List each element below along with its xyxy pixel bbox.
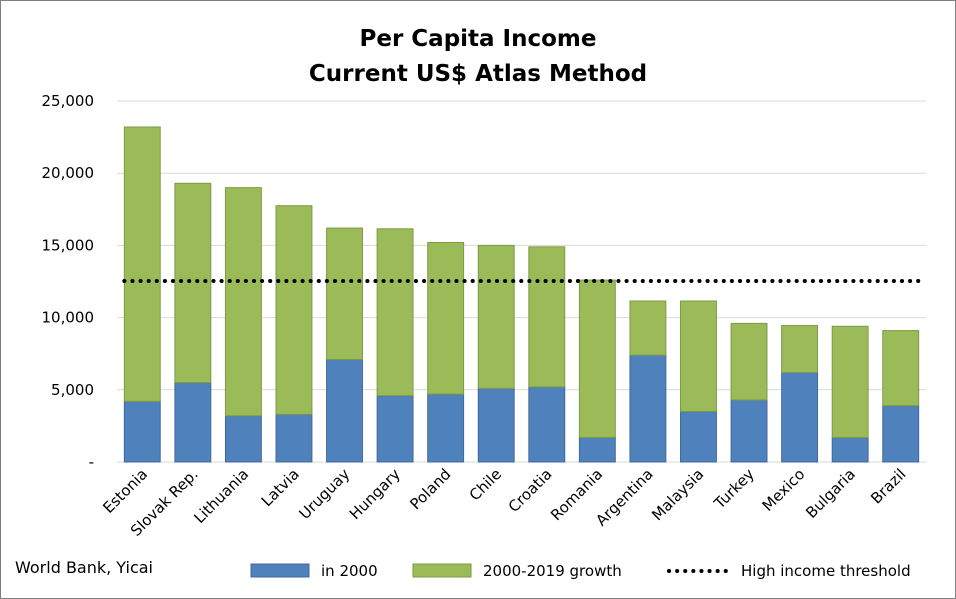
- chart-subtitle: Current US$ Atlas Method: [309, 61, 647, 87]
- y-tick-label: 5,000: [51, 381, 94, 399]
- bar-in-2000: [224, 415, 262, 463]
- bar-in-2000: [427, 393, 465, 463]
- bar-growth: [831, 325, 869, 438]
- x-tick-label: Brazil: [867, 465, 909, 507]
- x-tick-label: Latvia: [258, 465, 303, 510]
- bar-growth: [275, 205, 313, 415]
- y-tick-label: 15,000: [42, 236, 95, 254]
- bar-growth: [123, 126, 161, 402]
- x-tick-label: Bulgaria: [802, 465, 859, 522]
- bar-in-2000: [629, 354, 667, 463]
- x-tick-label: Lithuania: [190, 465, 252, 527]
- bar-in-2000: [528, 386, 566, 463]
- bar-in-2000: [680, 410, 717, 463]
- bars: [123, 126, 920, 463]
- chart-title: Per Capita Income: [359, 26, 596, 52]
- x-tick-label: Turkey: [710, 465, 758, 513]
- bar-growth: [882, 330, 920, 407]
- bar-growth: [629, 300, 667, 356]
- legend-swatch-in-2000: [250, 563, 310, 578]
- bar-growth: [528, 246, 566, 388]
- bar-in-2000: [781, 371, 819, 463]
- x-tick-label: Uruguay: [296, 465, 354, 523]
- bar-growth: [427, 242, 465, 395]
- bar-in-2000: [578, 436, 616, 463]
- bar-in-2000: [477, 387, 515, 463]
- bar-growth: [730, 322, 768, 401]
- source-note: World Bank, Yicai: [15, 558, 153, 577]
- x-tick-label: Mexico: [759, 465, 809, 515]
- bar-in-2000: [376, 395, 414, 463]
- x-tick-label: Estonia: [99, 465, 151, 517]
- bar-growth: [578, 279, 616, 438]
- y-tick-label: 20,000: [42, 164, 95, 182]
- y-tick-label: -: [89, 453, 94, 471]
- legend-label-growth: 2000-2019 growth: [483, 562, 622, 580]
- y-tick-label: 10,000: [42, 309, 95, 327]
- bar-in-2000: [174, 382, 212, 463]
- bar-in-2000: [730, 399, 768, 463]
- x-tick-label: Poland: [406, 465, 454, 513]
- bar-growth: [376, 228, 414, 397]
- bar-growth: [326, 227, 363, 360]
- legend-label-in-2000: in 2000: [321, 562, 378, 580]
- y-axis-ticks: - 5,000 10,000 15,000 20,000 25,000: [42, 92, 95, 471]
- bar-in-2000: [275, 413, 313, 463]
- bar-growth: [224, 187, 262, 417]
- x-tick-label: Croatia: [505, 465, 556, 516]
- bar-in-2000: [882, 405, 920, 463]
- y-tick-label: 25,000: [42, 92, 95, 110]
- x-tick-label: Malaysia: [648, 465, 707, 524]
- bar-in-2000: [831, 436, 869, 463]
- bar-growth: [477, 244, 515, 389]
- legend: in 2000 2000-2019 growth High income thr…: [250, 562, 911, 580]
- bar-in-2000: [326, 358, 363, 463]
- legend-swatch-growth: [412, 563, 472, 578]
- x-tick-label: Chile: [466, 465, 505, 504]
- bar-in-2000: [123, 400, 161, 463]
- legend-label-threshold: High income threshold: [741, 562, 911, 580]
- bar-growth: [781, 325, 819, 373]
- bar-growth: [680, 300, 717, 412]
- x-tick-label: Hungary: [346, 465, 404, 523]
